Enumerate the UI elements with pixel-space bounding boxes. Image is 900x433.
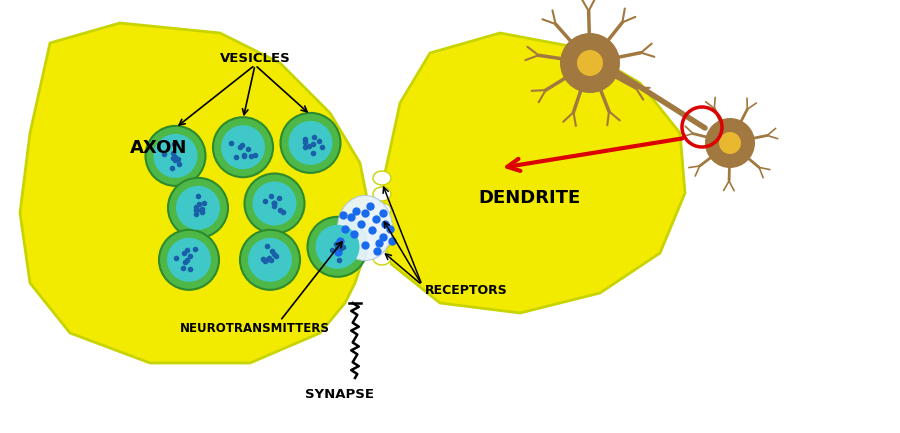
Circle shape: [281, 113, 340, 173]
Circle shape: [176, 186, 220, 230]
Circle shape: [289, 121, 332, 165]
Ellipse shape: [373, 171, 391, 185]
Polygon shape: [355, 163, 390, 323]
Ellipse shape: [373, 187, 391, 201]
Ellipse shape: [373, 203, 391, 217]
Circle shape: [719, 132, 741, 154]
Circle shape: [167, 238, 211, 282]
Circle shape: [146, 126, 205, 186]
Ellipse shape: [373, 219, 391, 233]
Circle shape: [159, 230, 219, 290]
Circle shape: [213, 117, 273, 177]
Text: NEUROTRANSMITTERS: NEUROTRANSMITTERS: [180, 321, 330, 335]
Circle shape: [560, 33, 620, 93]
Circle shape: [245, 174, 304, 233]
Ellipse shape: [373, 251, 391, 265]
Polygon shape: [20, 23, 370, 363]
Text: RECEPTORS: RECEPTORS: [425, 284, 508, 297]
Circle shape: [168, 178, 228, 238]
Text: SYNAPSE: SYNAPSE: [305, 388, 374, 401]
Text: VESICLES: VESICLES: [220, 52, 291, 65]
Text: AXON: AXON: [130, 139, 187, 157]
Ellipse shape: [338, 196, 392, 261]
Polygon shape: [378, 33, 685, 313]
Text: DENDRITE: DENDRITE: [479, 189, 581, 207]
Circle shape: [154, 134, 197, 178]
Circle shape: [705, 118, 755, 168]
Ellipse shape: [373, 235, 391, 249]
Circle shape: [240, 230, 300, 290]
Circle shape: [316, 225, 359, 269]
Circle shape: [253, 181, 296, 226]
Circle shape: [577, 50, 603, 76]
Circle shape: [221, 125, 265, 169]
Circle shape: [308, 217, 367, 277]
Circle shape: [248, 238, 292, 282]
